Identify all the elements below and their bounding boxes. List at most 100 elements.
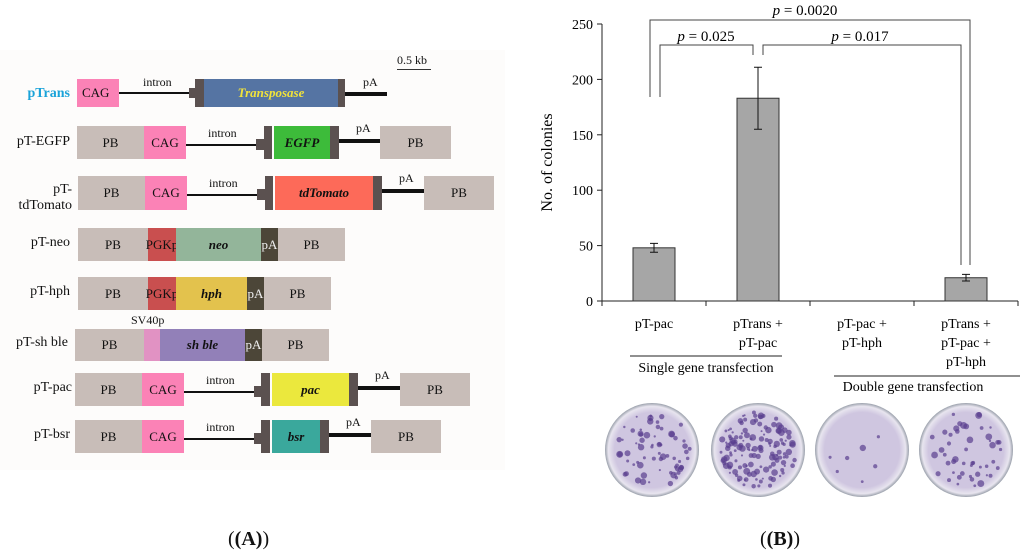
colony xyxy=(979,426,984,430)
colony xyxy=(828,455,832,459)
colony xyxy=(783,464,786,468)
cap-block xyxy=(265,176,273,210)
bar-chart: 0 50 100 150 200 250 No. of colonies pT-pac pTra… xyxy=(539,3,1020,395)
pb-arm: PB xyxy=(75,373,142,406)
colony xyxy=(776,449,782,455)
colony xyxy=(731,431,734,434)
colony xyxy=(642,456,646,460)
pb-arm: PB xyxy=(78,176,145,210)
colony xyxy=(678,459,682,464)
pa-line xyxy=(339,139,380,143)
significance-bracket xyxy=(659,44,754,97)
colony xyxy=(729,453,733,457)
colony xyxy=(763,425,768,430)
cap-block xyxy=(338,79,345,107)
colony xyxy=(719,450,723,454)
colony xyxy=(616,450,624,458)
colony xyxy=(785,448,793,456)
colony xyxy=(946,441,952,446)
pb-arm: PB xyxy=(424,176,494,210)
colony xyxy=(873,464,878,469)
colony xyxy=(749,437,753,441)
construct-label-pt-bsr: pT-bsr xyxy=(33,427,70,442)
sv40-promoter-block xyxy=(144,329,160,361)
splice-acceptor xyxy=(254,386,262,397)
y-tick-label: 50 xyxy=(579,240,593,255)
colony xyxy=(740,432,744,435)
colony xyxy=(956,482,960,486)
colony xyxy=(985,474,988,477)
colony xyxy=(984,464,989,469)
colony xyxy=(749,419,757,426)
pa-block: pA xyxy=(247,277,264,310)
colony xyxy=(626,459,630,463)
intron-label: intron xyxy=(143,75,172,89)
colony xyxy=(651,456,656,461)
panel-label-b: ((B)) xyxy=(760,528,801,550)
colony xyxy=(761,477,764,480)
colony xyxy=(637,461,644,469)
hph-gene: hph xyxy=(176,277,247,310)
colony xyxy=(768,476,773,481)
colony xyxy=(755,453,761,459)
sv40p-label: SV40p xyxy=(131,313,165,327)
pgk-promoter: PGKp xyxy=(146,277,178,310)
intron-label: intron xyxy=(206,373,235,387)
intron-label: intron xyxy=(206,420,235,434)
colony xyxy=(745,442,751,449)
intron-line xyxy=(184,391,256,393)
colony xyxy=(725,442,732,449)
colony xyxy=(844,455,850,461)
colony-dish xyxy=(711,403,805,497)
cap-block xyxy=(330,126,339,159)
colony xyxy=(653,435,656,438)
colony xyxy=(639,428,643,431)
p-value-label: p = 0.0020 xyxy=(772,3,838,19)
colony xyxy=(684,449,689,455)
error-bar xyxy=(962,273,970,282)
y-tick-label: 0 xyxy=(586,295,593,310)
colony xyxy=(751,410,756,415)
colony xyxy=(751,483,756,489)
group-label: Single gene transfection xyxy=(638,361,773,376)
colony xyxy=(835,469,839,474)
colony xyxy=(969,464,973,467)
colony-dish xyxy=(919,403,1013,497)
colony xyxy=(725,441,728,444)
colony xyxy=(948,432,953,437)
colony xyxy=(742,483,746,487)
colony xyxy=(682,443,688,449)
colony xyxy=(782,427,788,433)
colony xyxy=(780,459,787,466)
colony xyxy=(942,452,947,457)
pb-arm: PB xyxy=(262,329,329,361)
colony xyxy=(757,414,763,420)
cap-block xyxy=(195,79,204,107)
colony xyxy=(739,420,744,426)
category-label: pTrans + xyxy=(733,317,783,332)
colony xyxy=(655,420,660,424)
colony xyxy=(956,474,962,480)
colony xyxy=(669,470,673,475)
colony xyxy=(635,442,638,445)
colony xyxy=(665,453,670,458)
colony xyxy=(947,478,951,483)
panel-a-text: (A) xyxy=(234,528,263,550)
colony xyxy=(784,439,787,442)
colony xyxy=(682,439,686,443)
cap-block xyxy=(261,420,270,453)
colony xyxy=(758,436,765,442)
colony xyxy=(860,480,864,484)
egfp-gene: EGFP xyxy=(274,126,330,159)
colony xyxy=(674,476,679,480)
colony xyxy=(759,465,763,469)
colony xyxy=(639,478,647,486)
colony xyxy=(780,468,785,473)
colony xyxy=(746,471,752,477)
colony xyxy=(750,470,757,478)
neo-gene: neo xyxy=(176,228,261,261)
colony xyxy=(743,417,748,422)
colony xyxy=(757,421,763,427)
bsr-gene: bsr xyxy=(272,420,320,453)
colony xyxy=(996,440,1002,445)
